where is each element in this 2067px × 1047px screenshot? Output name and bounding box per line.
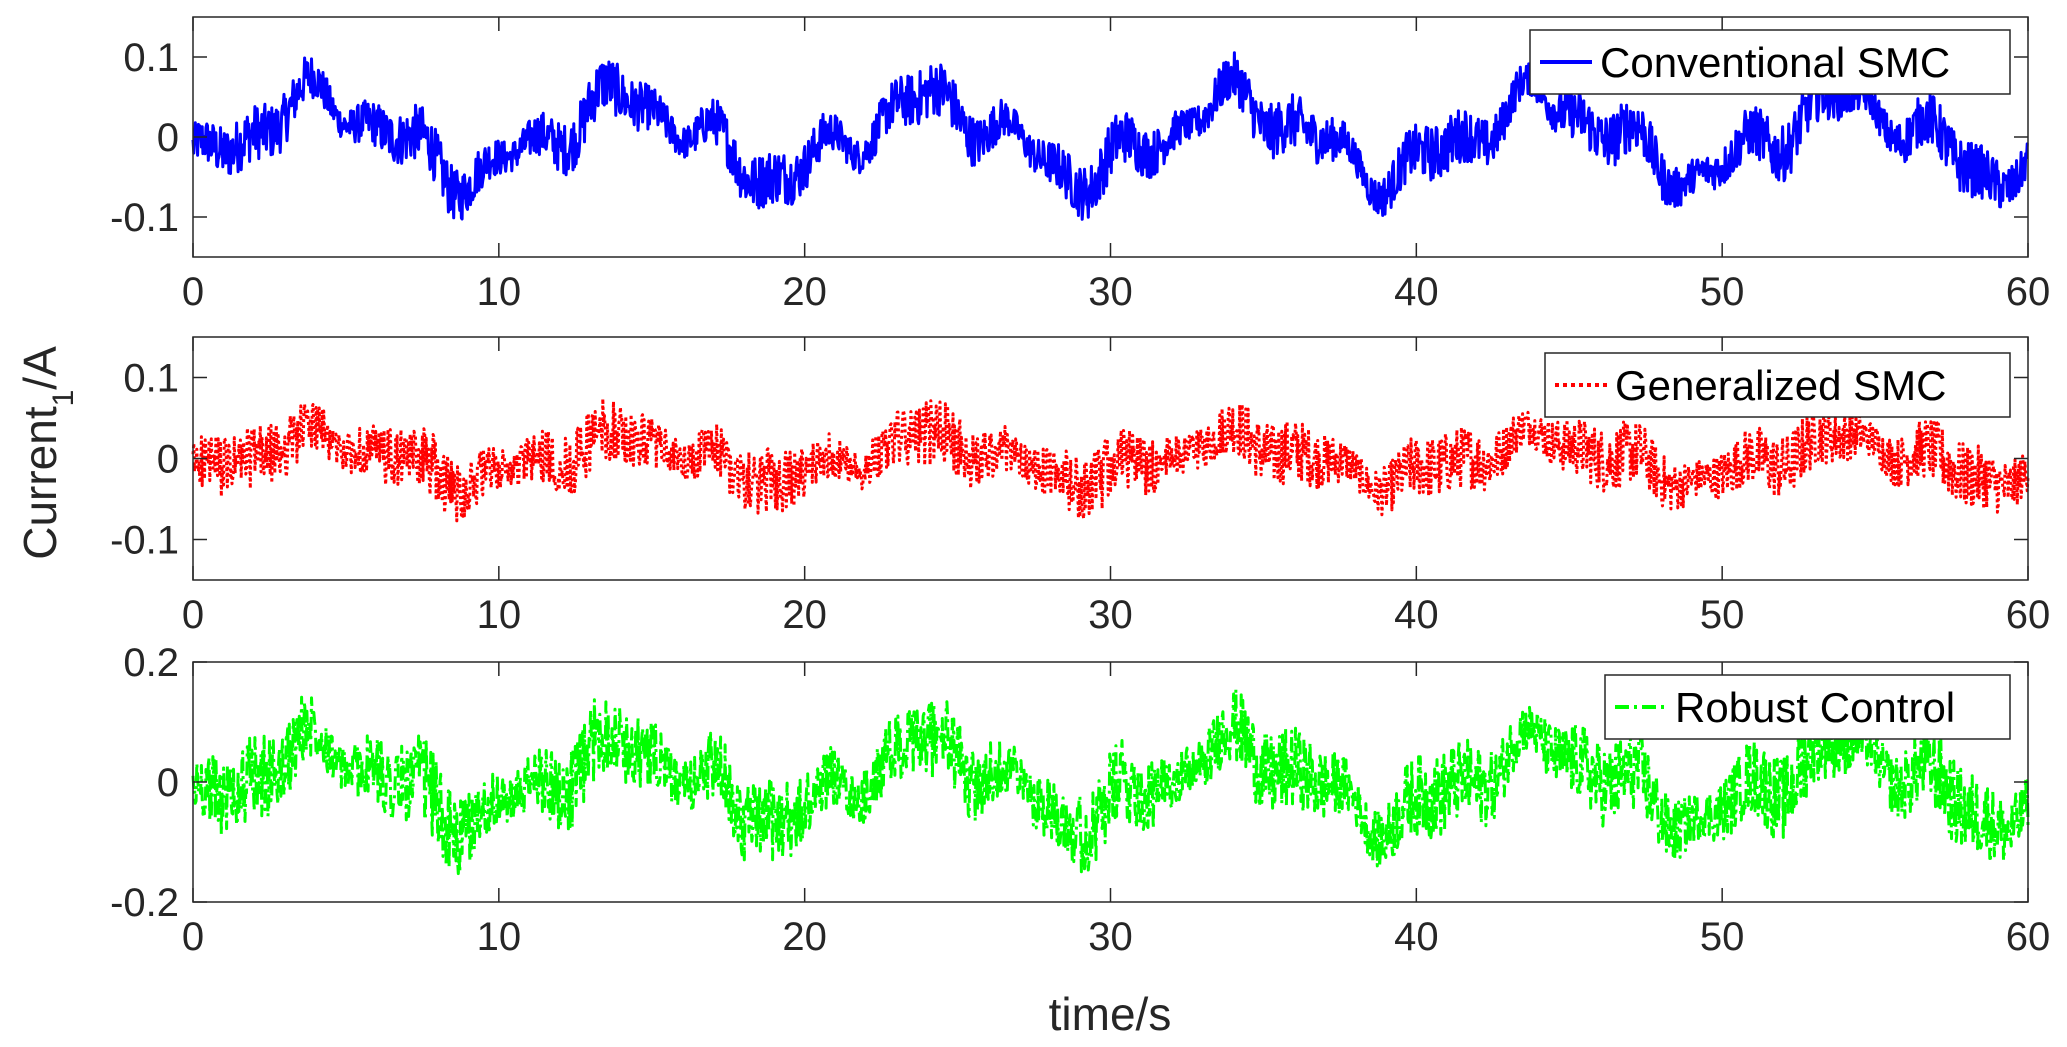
x-tick-label: 10 xyxy=(477,593,522,637)
x-tick-label: 20 xyxy=(782,270,827,314)
y-tick-label: 0 xyxy=(157,438,179,482)
x-tick-label: 20 xyxy=(782,915,827,959)
legend: Conventional SMC xyxy=(1529,29,2011,95)
y-tick-label: 0 xyxy=(157,761,179,805)
legend: Robust Control xyxy=(1604,674,2011,740)
legend-label: Robust Control xyxy=(1675,684,1955,731)
y-tick-label: -0.2 xyxy=(110,881,179,925)
y-tick-label: 0 xyxy=(157,116,179,160)
x-tick-label: 40 xyxy=(1394,593,1439,637)
y-tick-label: 0.1 xyxy=(123,36,179,80)
x-tick-label: 20 xyxy=(782,593,827,637)
legend-box xyxy=(1529,29,2011,95)
x-tick-label: 30 xyxy=(1088,915,1133,959)
y-tick-label: -0.1 xyxy=(110,519,179,563)
x-tick-label: 30 xyxy=(1088,593,1133,637)
y-tick-label: 0.2 xyxy=(123,641,179,685)
series-line-conventional-smc xyxy=(191,51,2029,221)
x-tick-label: 50 xyxy=(1700,593,1745,637)
legend-box xyxy=(1544,352,2011,418)
y-tick-label: -0.1 xyxy=(110,196,179,240)
legend-label: Generalized SMC xyxy=(1615,362,1946,409)
x-tick-label: 10 xyxy=(477,270,522,314)
x-tick-label: 0 xyxy=(182,915,204,959)
series-line-robust-control xyxy=(191,688,2030,876)
series-line-generalized-smc xyxy=(191,397,2030,523)
x-tick-label: 60 xyxy=(2006,915,2051,959)
legend: Generalized SMC xyxy=(1544,352,2011,418)
x-axis-title: time/s xyxy=(1049,988,1172,1040)
y-tick-label: 0.1 xyxy=(123,357,179,401)
legend-label: Conventional SMC xyxy=(1600,39,1950,86)
x-tick-label: 40 xyxy=(1394,915,1439,959)
x-tick-label: 60 xyxy=(2006,270,2051,314)
x-tick-label: 0 xyxy=(182,593,204,637)
x-tick-label: 60 xyxy=(2006,593,2051,637)
y-axis-title: Current1/A xyxy=(14,346,80,560)
x-tick-label: 40 xyxy=(1394,270,1439,314)
x-tick-label: 30 xyxy=(1088,270,1133,314)
x-tick-label: 50 xyxy=(1700,270,1745,314)
legend-box xyxy=(1604,674,2011,740)
x-tick-label: 0 xyxy=(182,270,204,314)
x-tick-label: 10 xyxy=(477,915,522,959)
x-tick-label: 50 xyxy=(1700,915,1745,959)
